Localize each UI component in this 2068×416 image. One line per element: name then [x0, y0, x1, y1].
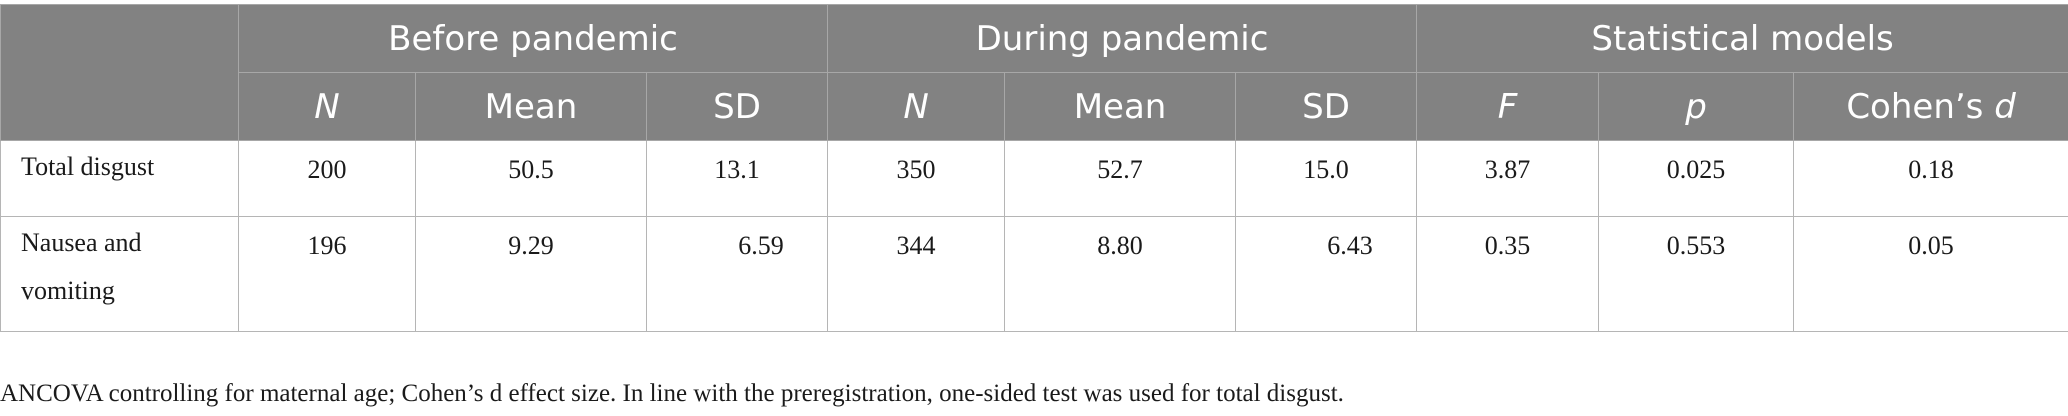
column-header-cohens-d-letter: d	[1994, 86, 2016, 127]
group-header-before-pandemic: Before pandemic	[237, 4, 829, 73]
cell-cohens-d: 0.05	[1793, 216, 2068, 332]
results-table: Before pandemic During pandemic Statisti…	[0, 4, 2068, 332]
cell-p: 0.025	[1598, 140, 1795, 217]
table-footnote: ANCOVA controlling for maternal age; Coh…	[0, 380, 1344, 407]
table-row: Total disgust 200 50.5 13.1 350 52.7 15.…	[0, 140, 2068, 217]
group-header-during-pandemic: During pandemic	[827, 4, 1418, 73]
group-header-row: Before pandemic During pandemic Statisti…	[0, 4, 2068, 141]
cell-before-sd: 13.1	[645, 140, 829, 217]
column-header-p: p	[1598, 72, 1795, 141]
results-table-container: Before pandemic During pandemic Statisti…	[0, 4, 2068, 332]
group-header-statistical-models: Statistical models	[1416, 4, 2068, 73]
cell-f: 3.87	[1416, 140, 1600, 217]
cell-during-sd: 15.0	[1235, 140, 1418, 217]
cell-during-n: 344	[827, 216, 1006, 332]
cell-during-mean: 8.80	[1004, 216, 1237, 332]
column-header-before-sd: SD	[645, 72, 829, 141]
table-row: Nausea and vomiting 196 9.29 6.59 344 8.8…	[0, 216, 2068, 332]
column-header-cohens-prefix: Cohen’s	[1846, 86, 1995, 127]
row-label: Total disgust	[0, 140, 239, 217]
cell-before-n: 196	[238, 216, 416, 332]
cell-during-sd: 6.43	[1235, 216, 1418, 332]
column-header-during-n: N	[827, 72, 1006, 141]
header-corner-cell	[0, 4, 239, 141]
cell-before-sd: 6.59	[645, 216, 829, 332]
cell-before-mean: 9.29	[415, 216, 647, 332]
cell-during-n: 350	[827, 140, 1006, 217]
cell-cohens-d: 0.18	[1793, 140, 2068, 217]
column-header-row: N Mean SD N Mean SD F p Cohen’s d	[1, 72, 2068, 141]
column-header-during-sd: SD	[1235, 72, 1418, 141]
column-header-before-mean: Mean	[415, 72, 647, 141]
column-header-f: F	[1416, 72, 1600, 141]
column-header-during-mean: Mean	[1004, 72, 1237, 141]
column-header-before-n: N	[238, 72, 416, 141]
cell-during-mean: 52.7	[1004, 140, 1237, 217]
cell-p: 0.553	[1598, 216, 1795, 332]
cell-f: 0.35	[1416, 216, 1600, 332]
cell-before-mean: 50.5	[415, 140, 647, 217]
row-label-line2: vomiting	[21, 276, 115, 305]
column-header-cohens-d: Cohen’s d	[1793, 72, 2068, 141]
row-label-line1: Nausea and	[21, 228, 142, 257]
cell-before-n: 200	[238, 140, 416, 217]
row-label: Nausea and vomiting	[0, 216, 239, 332]
